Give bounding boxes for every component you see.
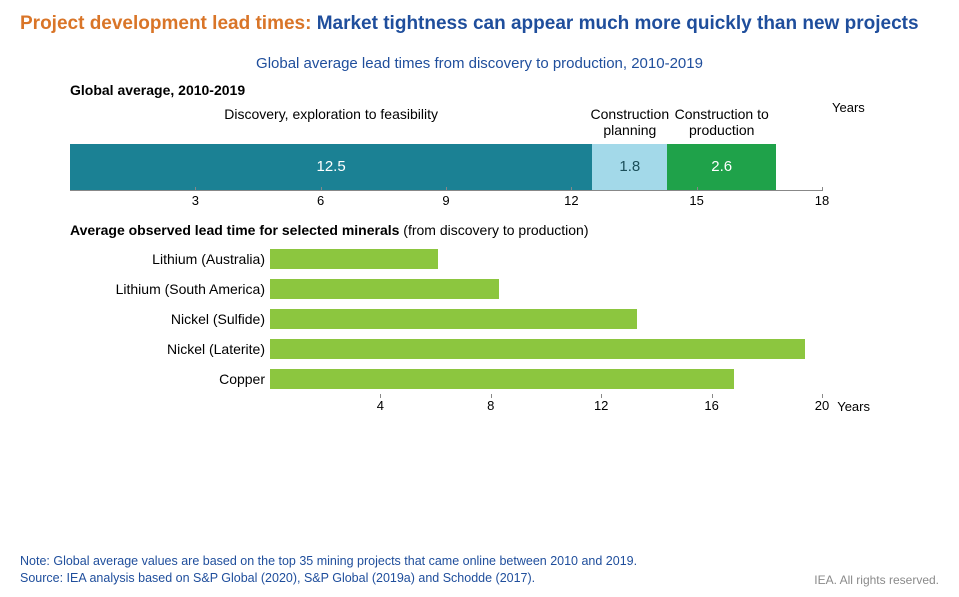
- hbar-section-label-suffix: (from discovery to production): [399, 222, 588, 238]
- hbar-chart-area: Average observed lead time for selected …: [70, 222, 929, 416]
- hbar-section-label-bold: Average observed lead time for selected …: [70, 222, 399, 238]
- hbar-x-unit: Years: [837, 399, 870, 414]
- axis-label: 8: [487, 398, 494, 413]
- footer-note: Note: Global average values are based on…: [20, 553, 637, 570]
- hbar-bar: [270, 339, 805, 359]
- axis-tick: [571, 187, 572, 191]
- hbar-label: Nickel (Laterite): [70, 341, 265, 357]
- axis-label: 9: [442, 193, 449, 208]
- hbar-row: Lithium (South America): [70, 274, 870, 304]
- hbar-label: Lithium (South America): [70, 281, 265, 297]
- axis-label: 3: [192, 193, 199, 208]
- axis-tick: [446, 187, 447, 191]
- page-title: Project development lead times: Market t…: [20, 12, 939, 37]
- hbar-bar: [270, 369, 734, 389]
- title-lead: Project development lead times:: [20, 13, 311, 34]
- hbar-row: Copper: [70, 364, 870, 394]
- hbar-label: Lithium (Australia): [70, 251, 265, 267]
- axis-label: 4: [377, 398, 384, 413]
- axis-label: 20: [815, 398, 829, 413]
- hbar-bar: [270, 279, 499, 299]
- footer-notes: Note: Global average values are based on…: [20, 553, 637, 587]
- axis-label: 18: [815, 193, 829, 208]
- axis-label: 16: [704, 398, 718, 413]
- axis-label: 6: [317, 193, 324, 208]
- stacked-segment-label: Discovery, exploration to feasibility: [70, 106, 592, 122]
- stacked-segment: 1.8: [592, 144, 667, 190]
- hbar-row: Nickel (Laterite): [70, 334, 870, 364]
- axis-label: 15: [689, 193, 703, 208]
- stacked-chart-area: Global average, 2010-2019 Discovery, exp…: [70, 82, 929, 208]
- hbar-section-label: Average observed lead time for selected …: [70, 222, 929, 238]
- stacked-segment-label: Construction to production: [667, 106, 777, 138]
- axis-tick: [697, 187, 698, 191]
- axis-tick: [321, 187, 322, 191]
- chart-subtitle: Global average lead times from discovery…: [20, 55, 939, 72]
- title-rest: Market tightness can appear much more qu…: [311, 13, 918, 34]
- hbar-row: Lithium (Australia): [70, 244, 870, 274]
- copyright: IEA. All rights reserved.: [814, 573, 939, 587]
- stacked-segment: 12.5: [70, 144, 592, 190]
- axis-tick: [195, 187, 196, 191]
- stacked-section-label: Global average, 2010-2019: [70, 82, 929, 98]
- axis-label: 12: [594, 398, 608, 413]
- hbar-bar: [270, 249, 438, 269]
- stacked-chart: Discovery, exploration to feasibility Con…: [70, 98, 870, 208]
- stacked-segment: 2.6: [667, 144, 776, 190]
- stacked-x-unit: Years: [832, 100, 865, 208]
- hbar-row: Nickel (Sulfide): [70, 304, 870, 334]
- hbar-chart: Lithium (Australia) Lithium (South Americ…: [70, 244, 870, 416]
- hbar-bar: [270, 309, 637, 329]
- axis-label: 12: [564, 193, 578, 208]
- footer-source: Source: IEA analysis based on S&P Global…: [20, 570, 637, 587]
- hbar-label: Copper: [70, 371, 265, 387]
- hbar-label: Nickel (Sulfide): [70, 311, 265, 327]
- axis-tick: [822, 187, 823, 191]
